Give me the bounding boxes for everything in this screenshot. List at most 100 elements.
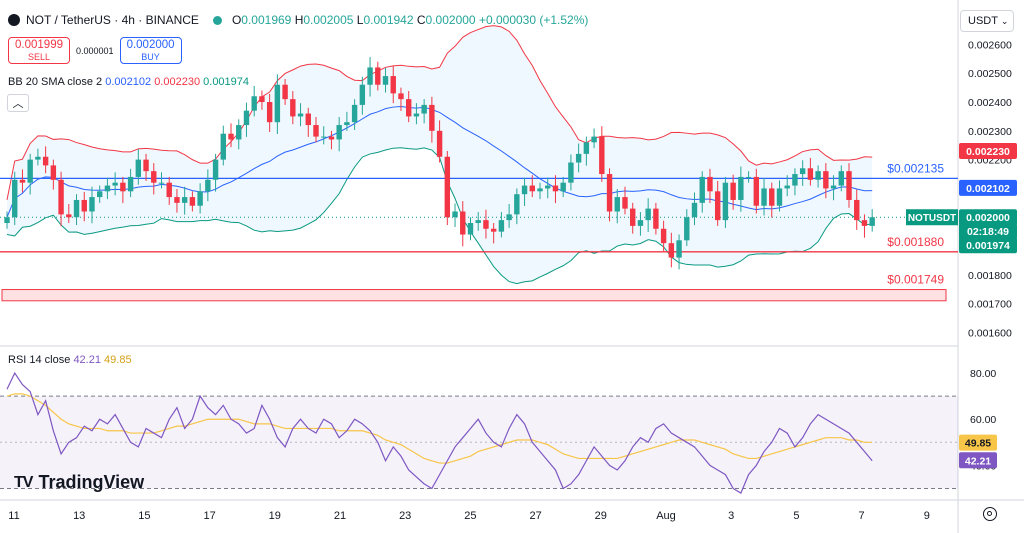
candle-body: [398, 93, 404, 100]
candle-body: [50, 165, 57, 180]
time-tick-label: 23: [399, 510, 411, 522]
candle-body: [321, 136, 327, 138]
candle-body: [81, 199, 87, 212]
time-tick-label: 11: [8, 510, 19, 522]
ohlc-values: O0.001969 H0.002005 L0.001942 C0.002000 …: [231, 13, 589, 27]
candle-body: [35, 156, 41, 160]
time-tick-label: 15: [138, 510, 150, 522]
candle-body: [838, 171, 844, 186]
candle-body: [745, 176, 752, 178]
collapse-legend-chevron-up-icon[interactable]: ︿: [7, 94, 29, 112]
candle-body: [305, 113, 311, 126]
candle-body: [336, 125, 342, 140]
bb-legend[interactable]: BB 20 SMA close 2 0.002102 0.002230 0.00…: [8, 76, 250, 88]
candle-body: [699, 176, 705, 203]
candle-body: [684, 217, 690, 241]
symbol-title[interactable]: NOT / TetherUS · 4h · BINANCE: [26, 13, 199, 27]
candle-body: [622, 197, 628, 209]
high-value: 0.002005: [303, 13, 354, 27]
candle-body: [722, 182, 729, 221]
candle-body: [490, 228, 497, 232]
candle-body: [830, 185, 837, 189]
spread-value: 0.000001: [76, 45, 114, 56]
candle-body: [537, 188, 543, 192]
candle-body: [599, 136, 605, 175]
axes: 0.0026000.0025000.0024000.0023000.002200…: [8, 39, 1017, 522]
candle-body: [367, 67, 373, 85]
candle-body: [707, 176, 713, 192]
currency-selector[interactable]: USDT ⌄: [960, 10, 1014, 32]
level-label: $0.001880: [887, 235, 944, 249]
candle-body: [560, 182, 566, 192]
price-tick-label: 0.002400: [968, 97, 1012, 109]
candle-body: [861, 220, 868, 226]
candle-body: [236, 125, 242, 140]
symbol-tag: [906, 209, 958, 226]
candle-body: [846, 171, 852, 200]
time-tick-label: 21: [334, 510, 346, 522]
candle-body: [158, 182, 165, 184]
tradingview-logo: TV TradingView: [14, 472, 145, 492]
candle-body: [676, 240, 682, 258]
candle-body: [351, 104, 358, 123]
candle-body: [120, 182, 126, 192]
settings-gear-icon[interactable]: [983, 507, 997, 521]
candle-body: [174, 197, 180, 203]
candle-body: [483, 220, 489, 229]
time-tick-label: 29: [595, 510, 607, 522]
candle-body: [498, 220, 505, 232]
candle-body: [42, 156, 49, 166]
candle-body: [444, 156, 451, 218]
candle-body: [89, 197, 95, 212]
time-tick-label: 3: [728, 510, 734, 522]
open-value: 0.001969: [241, 13, 292, 27]
candle-body: [220, 133, 226, 160]
candle-body: [259, 96, 265, 103]
price-tick-label: 0.001700: [968, 299, 1012, 311]
candle-body: [514, 194, 520, 215]
buy-button[interactable]: 0.002000 BUY: [119, 37, 182, 64]
bb-upper-tag: [959, 142, 1017, 159]
candle-body: [243, 110, 250, 126]
time-tick-label: 7: [859, 510, 865, 522]
trade-buttons: 0.001999 SELL 0.000001 0.002000 BUY: [8, 37, 182, 64]
candle-body: [405, 99, 412, 117]
change-value: +0.000030 (+1.52%): [478, 13, 589, 27]
bb-upper-line: [6, 25, 873, 201]
candle-body: [645, 208, 651, 221]
bb-lower-tag-text: 0.001974: [966, 240, 1010, 252]
candle-body: [637, 220, 644, 226]
candle-body: [467, 223, 474, 235]
candle-body: [784, 185, 790, 189]
candle-body: [12, 179, 18, 218]
sell-button[interactable]: 0.001999 SELL: [8, 37, 70, 64]
time-tick-label: 27: [529, 510, 541, 522]
candle-body: [653, 208, 659, 229]
candle-body: [151, 171, 157, 183]
candle-body: [104, 185, 111, 192]
candle-body: [475, 220, 481, 224]
bb-basis-tag: [959, 179, 1017, 196]
countdown-tag-text: 02:18:49: [967, 226, 1009, 238]
low-value: 0.001942: [363, 13, 414, 27]
candle-body: [506, 214, 512, 221]
price-tick-label: 0.002600: [968, 39, 1012, 51]
chevron-down-icon: ⌄: [1000, 16, 1009, 26]
candle-body: [4, 217, 10, 224]
rsi-legend[interactable]: RSI 14 close 42.21 49.85: [8, 354, 132, 366]
candle-body: [413, 113, 420, 117]
tradingview-mark-icon: TV: [14, 473, 33, 491]
candle-body: [823, 171, 829, 189]
candle-body: [166, 182, 172, 198]
candle-body: [854, 199, 860, 221]
candle-body: [869, 217, 875, 226]
candle-body: [143, 159, 149, 172]
symbol-tag-text: NOTUSDT: [908, 213, 956, 224]
candle-body: [297, 113, 304, 117]
candle-body: [521, 185, 528, 195]
candle-body: [792, 174, 798, 186]
support-zone: [1, 289, 947, 302]
candle-body: [452, 211, 458, 218]
candle-body: [776, 188, 783, 206]
